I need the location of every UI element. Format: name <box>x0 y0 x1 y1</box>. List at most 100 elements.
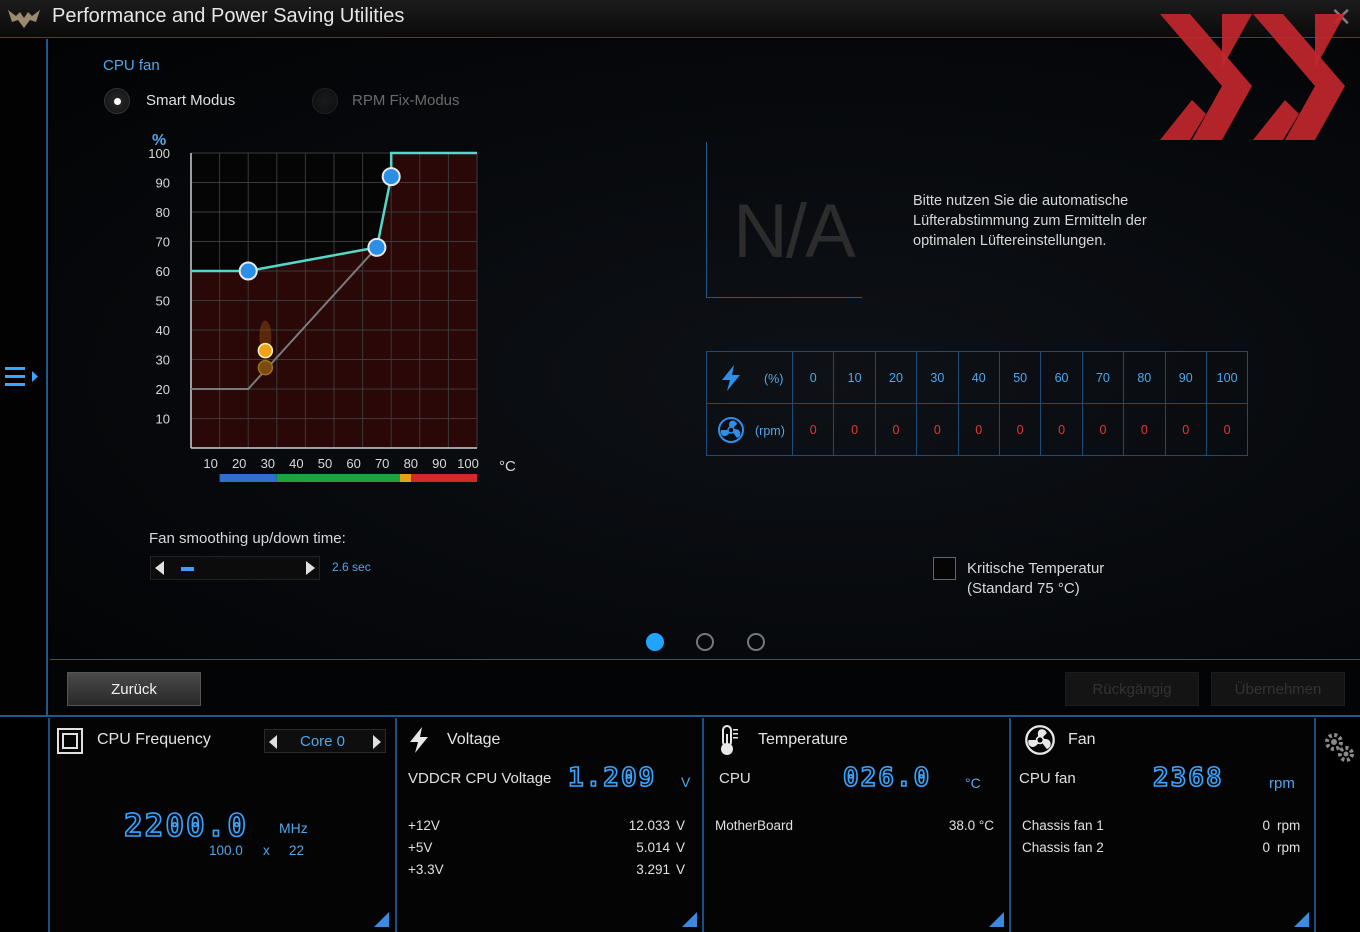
voltage-panel[interactable] <box>397 718 704 932</box>
page-dot-1[interactable] <box>646 633 664 651</box>
curve-control-point[interactable] <box>238 261 258 281</box>
voltage-row-label: +12V <box>408 818 440 833</box>
percent-cell: 60 <box>1040 351 1083 404</box>
reference-curve <box>191 246 378 390</box>
rpm-cell: 0 <box>791 403 835 456</box>
cpu-fan-label: CPU fan <box>1019 770 1076 787</box>
apply-button[interactable]: Übernehmen <box>1211 672 1345 706</box>
core-prev-icon[interactable] <box>269 735 277 749</box>
x-axis-unit: °C <box>499 458 516 475</box>
critical-temp-line1: Kritische Temperatur <box>967 560 1105 577</box>
smoothing-value: 2.6 sec <box>332 560 371 574</box>
cpu-temp-unit: °C <box>965 775 981 791</box>
slider-thumb[interactable] <box>180 567 194 571</box>
fan-panel[interactable] <box>1011 718 1316 932</box>
percent-cell: 20 <box>874 351 918 404</box>
expand-corner-icon[interactable] <box>1294 912 1309 927</box>
rpm-row: (rpm) 0 0 0 0 0 0 0 0 0 0 0 <box>706 403 1249 456</box>
smart-mode-label: Smart Modus <box>146 92 236 109</box>
percent-unit: (%) <box>764 372 784 386</box>
cpu-temp-value: 026.0 <box>842 762 932 794</box>
chassis-fan-value: 0 <box>1262 840 1270 855</box>
na-panel: N/A <box>706 142 862 298</box>
temp-zone-bar <box>276 474 400 482</box>
curve-control-point[interactable] <box>367 237 387 257</box>
current-temp-point <box>257 342 274 359</box>
percent-row: (%) 0 10 20 30 40 50 60 70 80 90 100 <box>706 351 1249 404</box>
current-trail-point <box>257 359 274 376</box>
undo-button[interactable]: Rückgängig <box>1065 672 1199 706</box>
fan-curve-line <box>191 151 477 273</box>
window-title: Performance and Power Saving Utilities <box>52 5 405 27</box>
voltage-row-label: +5V <box>408 840 433 855</box>
fan-icon <box>718 417 744 443</box>
expand-corner-icon[interactable] <box>989 912 1004 927</box>
ratio-value: 22 <box>289 843 305 858</box>
chassis-fan-label: Chassis fan 2 <box>1022 840 1104 855</box>
page-dot-3[interactable] <box>747 633 765 651</box>
sidebar <box>0 39 48 715</box>
vddcr-label: VDDCR CPU Voltage <box>408 770 552 787</box>
rpm-fix-mode-label: RPM Fix-Modus <box>352 92 460 109</box>
y-tick-label: 100 <box>148 146 170 161</box>
rpm-cell: 0 <box>1164 403 1207 456</box>
voltage-row-unit: V <box>676 862 686 877</box>
tuf-logo-icon <box>8 10 40 28</box>
critical-temp-line2: (Standard 75 °C) <box>967 580 1080 597</box>
back-button[interactable]: Zurück <box>67 672 201 706</box>
cpu-fan-value: 2368 <box>1152 762 1224 794</box>
settings-gears-icon[interactable] <box>1322 730 1356 764</box>
x-tick-label: 60 <box>346 456 360 471</box>
smart-mode-radio[interactable] <box>104 88 130 114</box>
voltage-row-value: 5.014 <box>636 840 670 855</box>
core-selector[interactable]: Core 0 <box>264 729 386 753</box>
temp-zone-bar <box>219 474 277 482</box>
x-tick-label: 40 <box>289 456 303 471</box>
voltage-row-unit: V <box>676 840 686 855</box>
rpm-cell: 0 <box>1040 403 1083 456</box>
motherboard-temp-value: 38.0 °C <box>948 818 994 833</box>
motherboard-temp-label: MotherBoard <box>715 818 794 833</box>
rpm-header: (rpm) <box>706 403 793 456</box>
percent-header: (%) <box>706 351 793 404</box>
y-tick-label: 40 <box>156 323 170 338</box>
x-tick-label: 80 <box>404 456 418 471</box>
rpm-fix-mode-radio[interactable] <box>312 88 338 114</box>
bclk-value: 100.0 <box>209 843 243 858</box>
percent-cell: 100 <box>1205 351 1249 404</box>
slider-decrease-icon[interactable] <box>155 561 164 575</box>
curve-control-point[interactable] <box>381 167 401 187</box>
voltage-row-label: +3.3V <box>408 862 444 877</box>
percent-cell: 10 <box>833 351 876 404</box>
temp-zone-bar <box>411 474 477 482</box>
watermark-logo <box>1160 14 1345 140</box>
voltage-title: Voltage <box>447 731 501 748</box>
vddcr-unit: V <box>681 774 691 790</box>
critical-temp-checkbox[interactable] <box>933 557 956 580</box>
y-tick-label: 30 <box>156 353 170 368</box>
rpm-cell: 0 <box>1123 403 1166 456</box>
rpm-cell: 0 <box>1205 403 1249 456</box>
fan-speed-table: (%) 0 10 20 30 40 50 60 70 80 90 100 (rp… <box>706 351 1249 456</box>
x-tick-label: 100 <box>457 456 479 471</box>
smoothing-slider[interactable] <box>150 556 320 580</box>
voltage-row-unit: V <box>676 818 686 833</box>
rpm-unit: (rpm) <box>755 424 785 438</box>
expand-corner-icon[interactable] <box>374 912 389 927</box>
chassis-fan-label: Chassis fan 1 <box>1022 818 1104 833</box>
fan-icon <box>1025 725 1055 755</box>
core-next-icon[interactable] <box>373 735 381 749</box>
expand-corner-icon[interactable] <box>682 912 697 927</box>
x-tick-label: 70 <box>375 456 389 471</box>
y-tick-label: 90 <box>156 176 170 191</box>
page-dot-2[interactable] <box>696 633 714 651</box>
title-bar: Performance and Power Saving Utilities ✕ <box>0 0 1360 38</box>
slider-increase-icon[interactable] <box>306 561 315 575</box>
voltage-row-value: 12.033 <box>628 818 670 833</box>
temperature-panel[interactable] <box>704 718 1011 932</box>
chassis-fan-unit: rpm <box>1277 840 1301 855</box>
menu-expand-icon[interactable] <box>2 364 44 394</box>
percent-cell: 40 <box>957 351 1000 404</box>
cpu-frequency-panel[interactable] <box>48 718 397 932</box>
